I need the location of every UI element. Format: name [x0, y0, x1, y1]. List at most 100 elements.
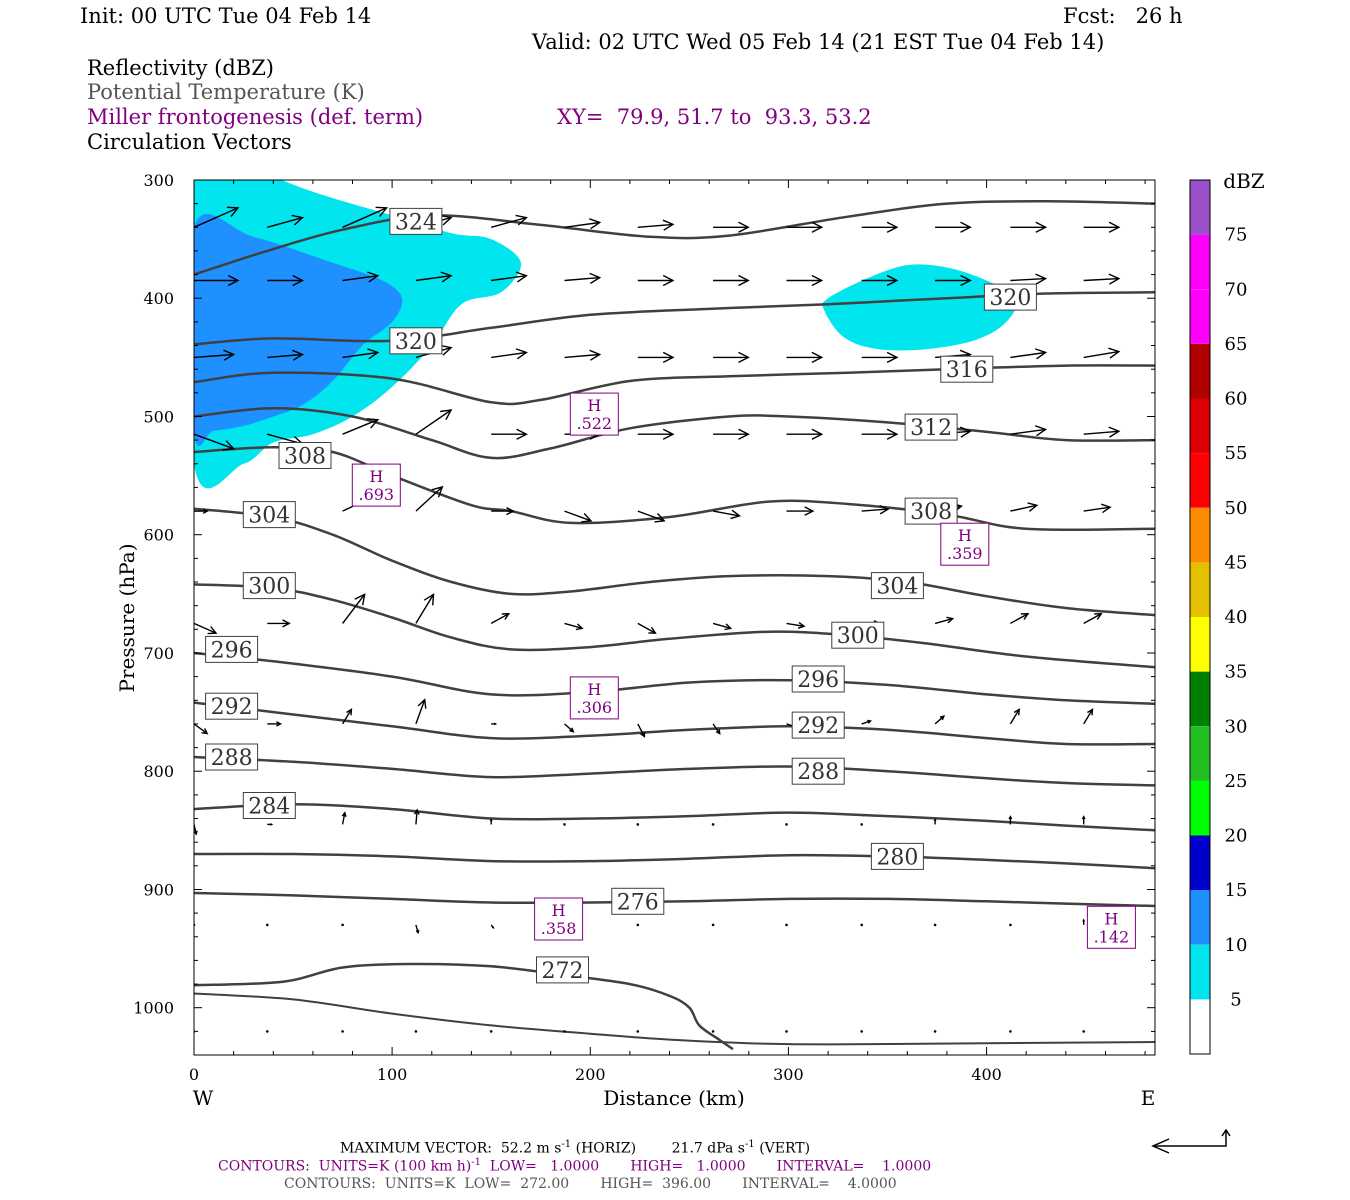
legend-potential-temperature: Potential Temperature (K) — [87, 80, 365, 104]
circulation-vectors — [194, 206, 1121, 1033]
circulation-vector — [342, 593, 366, 624]
colorbar-tick-label: 50 — [1225, 498, 1248, 519]
svg-text:308: 308 — [910, 500, 952, 525]
circulation-vector — [342, 271, 380, 283]
circulation-vector — [1010, 425, 1048, 437]
ground-line — [194, 992, 1155, 1046]
theta-contour-296 — [194, 651, 1155, 706]
circulation-vector — [1009, 923, 1012, 927]
colorbar-segment — [1190, 180, 1210, 235]
svg-text:304: 304 — [248, 504, 290, 529]
reference-vector-icon — [1151, 1128, 1231, 1154]
circulation-vector — [342, 348, 380, 360]
svg-text:296: 296 — [797, 668, 839, 693]
circulation-vector — [713, 274, 750, 287]
svg-text:288: 288 — [797, 760, 839, 785]
circulation-vector — [267, 349, 305, 361]
circulation-vector — [267, 214, 304, 228]
reflectivity-area-5dbz — [822, 264, 1018, 351]
circulation-vector — [786, 274, 824, 287]
theta-label-304: 304 — [870, 572, 924, 600]
circulation-vector — [267, 619, 291, 628]
colorbar-tick-label: 10 — [1225, 935, 1248, 956]
svg-text:280: 280 — [876, 845, 918, 870]
theta-label-308: 308 — [904, 497, 958, 525]
circulation-vector — [1010, 273, 1048, 285]
theta-contour-272 — [194, 962, 734, 1051]
svg-text:H: H — [1104, 909, 1118, 928]
y-tick-label: 800 — [143, 762, 174, 781]
frontogenesis-contour-caption: CONTOURS: UNITS=K (100 km h)-1 LOW= 1.00… — [218, 1157, 932, 1175]
init-time: Init: 00 UTC Tue 04 Feb 14 — [80, 4, 372, 28]
colorbar-tick-label: 45 — [1225, 552, 1248, 573]
frontogenesis-max-label: H.358 — [534, 897, 584, 941]
colorbar-segment — [1190, 343, 1210, 399]
theta-label-280: 280 — [870, 842, 924, 870]
circulation-vector — [786, 221, 824, 233]
circulation-vector — [1083, 221, 1121, 233]
valid-time: Valid: 02 UTC Wed 05 Feb 14 (21 EST Tue … — [532, 30, 1105, 54]
svg-text:296: 296 — [211, 638, 253, 663]
svg-text:H: H — [369, 467, 383, 486]
circulation-vector — [489, 1030, 493, 1033]
colorbar-tick-label: 5 — [1230, 989, 1241, 1010]
circulation-vector — [341, 923, 344, 927]
theta-label-292: 292 — [205, 692, 259, 720]
theta-label-316: 316 — [940, 355, 994, 383]
x-axis-label: Distance (km) — [603, 1086, 745, 1110]
svg-text:320: 320 — [989, 286, 1031, 311]
circulation-vector — [861, 719, 872, 725]
colorbar-segment — [1190, 780, 1210, 836]
svg-text:300: 300 — [837, 624, 879, 649]
circulation-vector — [563, 1030, 566, 1033]
circulation-vector — [267, 823, 274, 826]
frontogenesis-max-label: H.142 — [1086, 905, 1136, 949]
circulation-vector — [1010, 502, 1039, 512]
theta-label-284: 284 — [242, 792, 296, 820]
y-tick-label: 300 — [143, 171, 174, 190]
circulation-vector — [713, 428, 750, 440]
circulation-vector — [341, 1030, 344, 1033]
theta-label-288: 288 — [205, 743, 259, 771]
circulation-vector — [1010, 348, 1048, 360]
svg-text:288: 288 — [211, 746, 253, 771]
circulation-vector — [194, 206, 240, 228]
circulation-vector — [194, 433, 236, 451]
circulation-vector — [785, 923, 788, 927]
svg-text:316: 316 — [946, 358, 988, 383]
colorbar-segment — [1190, 944, 1210, 1000]
colorbar-segment — [1190, 999, 1210, 1054]
y-tick-label: 1000 — [133, 999, 174, 1018]
x-axis-west-label: W — [193, 1086, 214, 1110]
circulation-vector — [1082, 918, 1086, 925]
circulation-vector — [637, 723, 646, 738]
circulation-vector — [636, 823, 640, 826]
theta-label-320: 320 — [389, 327, 443, 355]
theta-label-324: 324 — [389, 207, 443, 235]
legend-reflectivity: Reflectivity (dBZ) — [87, 56, 275, 80]
circulation-vector — [861, 274, 899, 287]
theta-label-296: 296 — [205, 635, 259, 663]
circulation-vector — [490, 612, 511, 625]
y-tick-label: 700 — [143, 644, 174, 663]
frontogenesis-max-label: H.522 — [569, 392, 619, 436]
cross-section-endpoints: XY= 79.9, 51.7 to 93.3, 53.2 — [557, 105, 872, 129]
circulation-vector — [1010, 221, 1048, 233]
theta-label-288: 288 — [791, 757, 845, 785]
circulation-vector — [342, 206, 389, 228]
circulation-vector — [636, 923, 640, 927]
frontogenesis-max-label: H.359 — [940, 522, 990, 566]
colorbar-tick-label: 75 — [1225, 225, 1248, 246]
circulation-vector — [1010, 612, 1030, 625]
colorbar-segment — [1190, 453, 1210, 508]
circulation-vector — [342, 708, 353, 725]
theta-label-308: 308 — [278, 442, 332, 470]
circulation-vector — [934, 616, 955, 625]
circulation-vector — [933, 1030, 937, 1033]
circulation-vector — [342, 418, 380, 435]
theta-contour-labels: 324 320 320 316 312 308 308 304 304 300 300 296 296 2… — [205, 207, 1037, 984]
svg-text:308: 308 — [284, 445, 326, 470]
svg-text:300: 300 — [248, 575, 290, 600]
theta-label-276: 276 — [611, 887, 665, 915]
